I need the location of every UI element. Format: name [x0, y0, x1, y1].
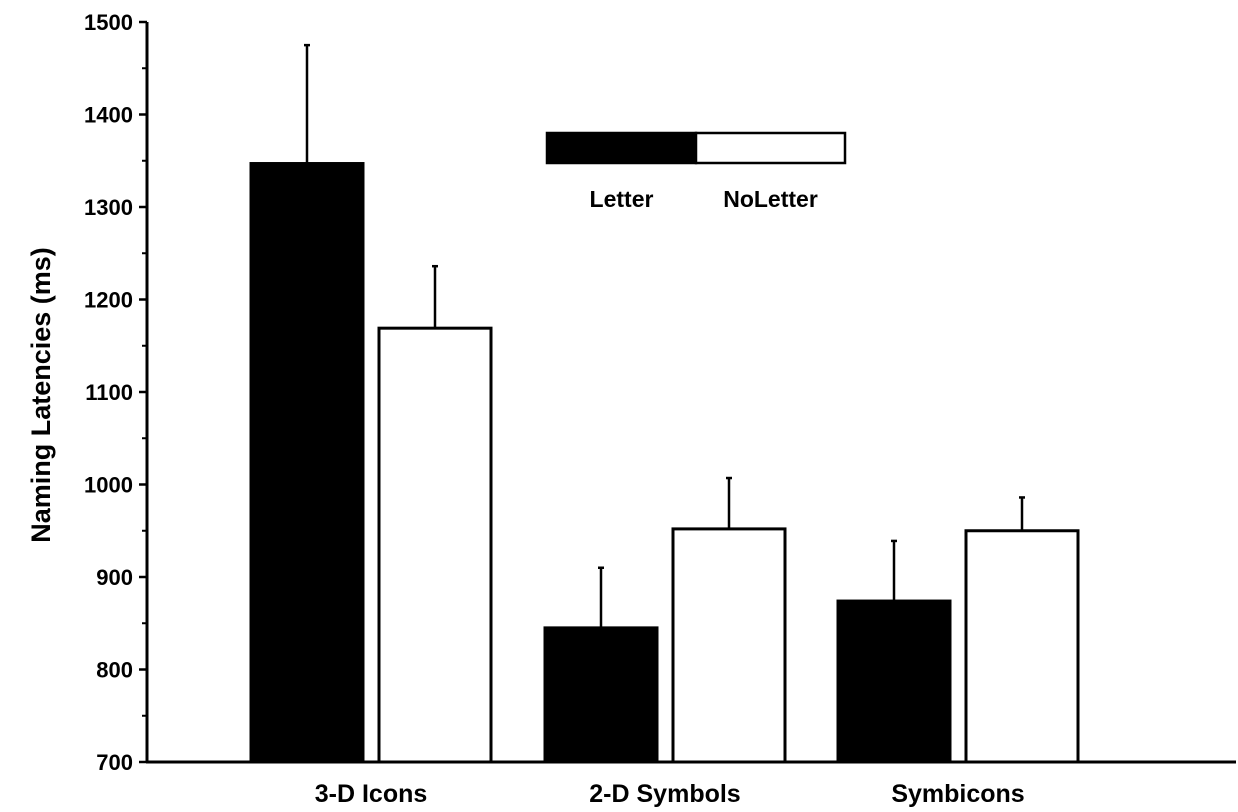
y-tick-label: 800 [96, 658, 133, 683]
bar-letter-2 [543, 626, 659, 764]
bar-letter-3 [836, 599, 952, 764]
bar-letter-1 [249, 162, 365, 764]
y-tick-label: 1000 [84, 473, 133, 498]
bar-noletter-3 [964, 529, 1080, 764]
legend-swatch-noletter [694, 131, 847, 165]
y-tick-label: 700 [96, 750, 133, 775]
legend-swatch-letter [545, 131, 698, 165]
category-labels: 3-D Icons 2-D Symbols Symbicons [315, 780, 1025, 808]
category-label: 2-D Symbols [589, 780, 740, 808]
y-tick-label: 1200 [84, 288, 133, 313]
y-tick-label: 1400 [84, 103, 133, 128]
category-label: Symbicons [891, 780, 1024, 808]
y-axis-label: Naming Latencies (ms) [26, 247, 56, 543]
bar-noletter-2 [671, 527, 787, 764]
legend-label-letter: Letter [590, 186, 654, 212]
error-bars [304, 43, 1025, 628]
y-tick-label: 1300 [84, 195, 133, 220]
y-ticks: 700 800 900 1000 1100 1200 1300 1400 1500 [84, 10, 147, 775]
legend: Letter NoLetter [545, 131, 847, 212]
y-tick-label: 1100 [85, 380, 133, 405]
y-tick-label: 1500 [84, 10, 133, 35]
legend-label-noletter: NoLetter [723, 186, 818, 212]
y-tick-label: 900 [96, 565, 133, 590]
bar-noletter-1 [377, 326, 493, 764]
category-label: 3-D Icons [315, 780, 428, 808]
bars [249, 162, 1080, 764]
